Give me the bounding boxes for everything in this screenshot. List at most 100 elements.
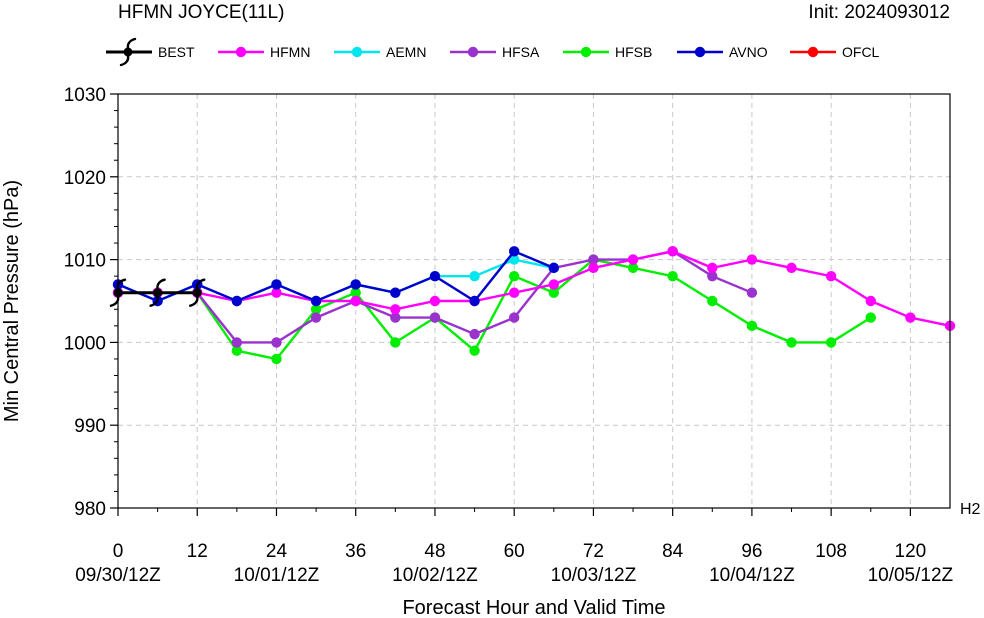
x-date-label: 10/05/12Z: [868, 565, 954, 586]
legend-item-hfsa: HFSA: [450, 44, 540, 60]
x-date-label: 10/03/12Z: [551, 565, 637, 586]
x-tick-label: 120: [895, 541, 927, 562]
legend-item-hfsb: HFSB: [563, 44, 652, 60]
legend-label: AEMN: [386, 44, 426, 60]
x-tick-label: 24: [266, 541, 288, 562]
series-line-hfsb: [118, 258, 872, 361]
data-point-hfsb: [707, 295, 718, 307]
data-point-avno: [429, 270, 441, 282]
legend: BEST HFMN AEMN HFSA HFSB AVNO OFCL: [106, 37, 880, 67]
legend-label: HFSB: [615, 44, 652, 60]
series-hfsb: [112, 254, 876, 365]
series-line-avno: [117, 249, 555, 303]
y-tick-label: 1010: [64, 251, 106, 272]
legend-item-best: BEST: [106, 37, 195, 67]
x-date-label: 10/02/12Z: [392, 565, 478, 586]
series-layer: [109, 246, 956, 365]
data-point-hfsb: [746, 320, 758, 332]
legend-marker: [351, 46, 363, 58]
data-point-hfsa: [271, 337, 282, 348]
data-point-hfmn: [588, 262, 599, 274]
data-point-best: [189, 278, 206, 307]
data-point-hfmn: [707, 262, 718, 274]
x-date-label: 09/30/12Z: [75, 565, 161, 586]
data-point-avno: [508, 246, 520, 257]
data-point-hfsa: [707, 270, 718, 282]
legend-label: BEST: [158, 44, 195, 60]
y-tick-label: 1020: [64, 168, 106, 189]
data-point-best: [149, 278, 166, 307]
x-tick-label: 96: [741, 541, 762, 562]
data-point-hfsa: [469, 328, 480, 340]
data-point-hfsb: [271, 353, 282, 365]
data-point-avno: [271, 279, 282, 290]
axes: 980 990 1000 1010 1020 1030 0 12 24 36 48 60 72 84 96 1…: [64, 85, 954, 586]
series-line-aemn: [117, 258, 555, 303]
data-point-hfmn: [746, 254, 758, 265]
series-best: [109, 278, 206, 307]
y-tick-label: 980: [74, 499, 106, 520]
data-point-avno: [231, 295, 243, 307]
y-tick-label: 990: [74, 416, 106, 437]
data-point-hfsb: [469, 345, 480, 356]
legend-item-ofcl: OFCL: [790, 44, 880, 60]
data-point-hfmn: [271, 287, 282, 298]
data-point-hfsa: [429, 312, 441, 323]
y-axis-label: Min Central Pressure (hPa): [1, 180, 23, 422]
x-tick-label: 72: [583, 541, 604, 562]
data-point-hfmn: [786, 262, 797, 274]
x-tick-label: 36: [345, 541, 366, 562]
data-point-hfsa: [746, 287, 758, 298]
data-point-hfmn: [825, 270, 837, 282]
x-tick-label: 84: [662, 541, 684, 562]
data-point-avno: [469, 295, 480, 307]
legend-item-hfmn: HFMN: [218, 44, 310, 60]
data-point-avno: [310, 295, 322, 307]
corner-label: H2: [960, 501, 981, 518]
init-time: Init: 2024093012: [808, 2, 950, 23]
data-point-hfsa: [231, 337, 243, 348]
data-point-aemn: [469, 270, 480, 282]
data-point-hfmn: [865, 295, 876, 307]
legend-label: HFSA: [502, 44, 540, 60]
data-point-hfsb: [508, 270, 520, 282]
legend-label: OFCL: [842, 44, 880, 60]
data-point-hfmn: [548, 279, 560, 290]
y-tick-label: 1030: [64, 85, 106, 106]
legend-marker: [580, 46, 592, 58]
data-point-hfsb: [627, 262, 639, 274]
legend-marker: [807, 46, 819, 58]
data-point-hfsb: [667, 270, 678, 282]
data-point-hfsb: [548, 287, 560, 298]
data-point-hfmn: [390, 304, 401, 315]
x-tick-label: 12: [187, 541, 208, 562]
legend-marker: [694, 46, 706, 58]
x-tick-label: 48: [424, 541, 445, 562]
data-point-hfsb: [310, 304, 322, 315]
data-point-hfsb: [825, 337, 837, 348]
chart-title: HFMN JOYCE(11L): [118, 2, 284, 23]
x-axis-label: Forecast Hour and Valid Time: [402, 597, 665, 618]
x-tick-label: 0: [113, 541, 124, 562]
data-point-hfmn: [508, 287, 520, 298]
data-point-hfmn: [429, 295, 441, 307]
grid-lines: [118, 94, 950, 508]
data-point-hfsb: [786, 337, 797, 348]
legend-item-aemn: AEMN: [334, 44, 426, 60]
data-point-aemn: [508, 254, 520, 265]
legend-label: HFMN: [270, 44, 310, 60]
data-point-hfmn: [905, 312, 916, 323]
x-tick-label: 108: [815, 541, 847, 562]
data-point-hfmn: [667, 246, 678, 257]
legend-label: AVNO: [729, 44, 768, 60]
x-date-label: 10/01/12Z: [234, 565, 320, 586]
data-point-avno: [350, 279, 361, 290]
data-point-hfsa: [390, 312, 401, 323]
legend-item-avno: AVNO: [677, 44, 768, 60]
data-point-hfsb: [865, 312, 876, 323]
data-point-hfmn: [627, 254, 639, 265]
data-point-hfsb: [231, 345, 243, 356]
legend-marker: [235, 46, 247, 58]
data-point-hfsb: [390, 337, 401, 348]
